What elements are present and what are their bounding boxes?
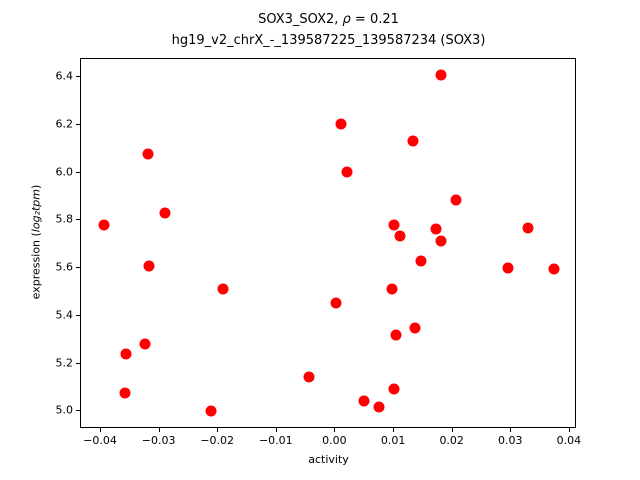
data-point: [217, 283, 228, 295]
x-tick-mark: [158, 428, 160, 432]
chart-title-prefix: SOX3_SOX2,: [258, 12, 343, 27]
y-tick-mark: [76, 314, 80, 316]
y-tick-mark: [76, 76, 80, 78]
data-point: [330, 297, 342, 309]
data-point: [394, 230, 406, 242]
data-point: [435, 69, 446, 81]
data-point: [450, 194, 462, 206]
data-point: [435, 235, 446, 247]
y-tick-label: 5.6: [55, 260, 74, 274]
x-axis-label: activity: [308, 453, 349, 466]
x-tick-mark: [334, 428, 336, 432]
y-axis-label-math: log₂tpm: [29, 188, 43, 233]
data-point: [373, 401, 385, 413]
y-axis-label-prefix: expression (: [29, 232, 43, 300]
data-point: [142, 148, 153, 160]
x-tick-mark: [451, 428, 453, 432]
y-tick-label: 5.2: [55, 356, 74, 370]
data-point: [358, 395, 370, 407]
data-point: [409, 322, 421, 334]
data-point: [303, 371, 315, 383]
y-tick-label: 6.0: [55, 165, 74, 179]
y-tick-mark: [76, 362, 80, 364]
x-tick-label: 0.01: [380, 434, 406, 447]
x-tick-mark: [568, 428, 570, 432]
y-tick-mark: [76, 410, 80, 412]
data-point: [548, 263, 560, 275]
x-tick-label: −0.01: [258, 434, 293, 447]
x-tick-label: 0.04: [556, 434, 582, 447]
x-tick-mark: [217, 428, 219, 432]
y-tick-label: 5.0: [55, 403, 74, 417]
data-point: [407, 135, 419, 147]
rho-symbol: ρ: [342, 12, 351, 27]
data-point: [388, 383, 400, 395]
y-tick-mark: [76, 123, 80, 125]
x-tick-label: −0.02: [200, 434, 235, 447]
data-point: [139, 338, 150, 350]
chart-title-suffix: = 0.21: [350, 12, 399, 27]
x-tick-label: 0.02: [439, 434, 464, 447]
y-axis-label: expression (log₂tpm): [30, 185, 43, 300]
data-point: [502, 262, 514, 274]
y-tick-label: 5.8: [55, 212, 74, 226]
x-tick-mark: [100, 428, 101, 432]
x-tick-mark: [275, 428, 277, 432]
y-tick-mark: [76, 219, 80, 221]
x-tick-label: −0.03: [141, 434, 176, 447]
x-tick-label: 0.03: [498, 434, 523, 447]
data-point: [390, 329, 402, 341]
data-point: [341, 166, 353, 178]
data-point: [388, 219, 400, 231]
data-point: [415, 255, 427, 267]
data-point: [335, 118, 347, 130]
data-point: [386, 283, 398, 295]
data-point: [522, 222, 534, 233]
x-tick-mark: [393, 428, 395, 432]
chart-title: SOX3_SOX2, ρ = 0.21: [80, 11, 577, 28]
y-tick-label: 6.4: [55, 69, 74, 83]
data-point: [143, 260, 155, 272]
y-tick-mark: [76, 171, 80, 173]
y-axis-label-suffix: ): [29, 184, 43, 189]
data-point: [430, 223, 442, 235]
x-tick-label: 0.00: [322, 434, 347, 447]
chart-subtitle: hg19_v2_chrX_-_139587225_139587234 (SOX3…: [171, 33, 486, 48]
x-tick-label: −0.04: [83, 434, 117, 447]
data-point: [119, 387, 131, 399]
x-tick-mark: [510, 428, 512, 432]
data-point: [120, 348, 132, 360]
y-tick-label: 5.4: [55, 308, 74, 322]
y-tick-mark: [76, 267, 80, 269]
data-point: [205, 405, 217, 417]
data-point: [159, 207, 171, 219]
plot-area: [80, 58, 576, 428]
y-tick-label: 6.2: [55, 117, 74, 131]
data-point: [98, 219, 109, 231]
